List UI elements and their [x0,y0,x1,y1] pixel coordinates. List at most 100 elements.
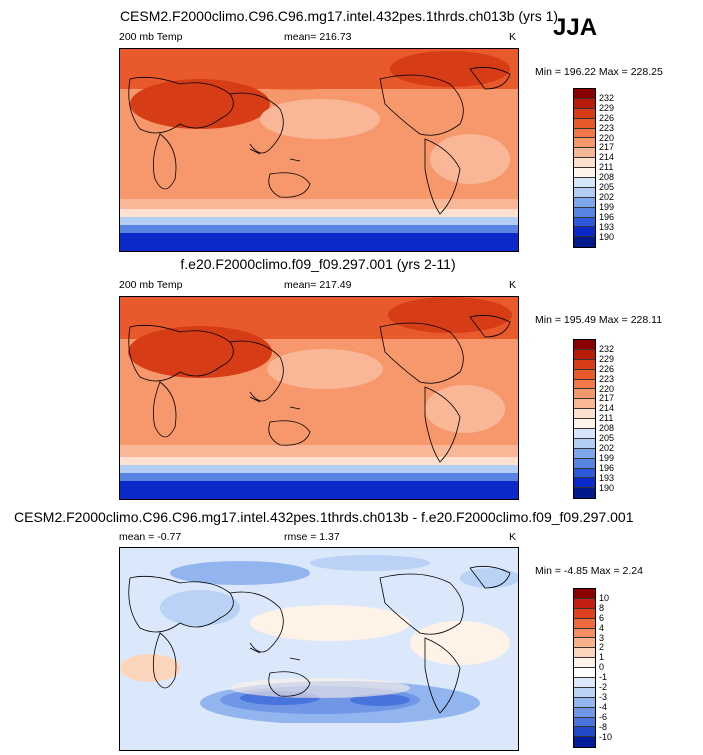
colorbar-tick: 205 [599,182,615,192]
panel3-colorbar-cell [574,717,595,728]
colorbar-tick: 3 [599,632,605,643]
panel3-colorbar-cell [574,668,595,679]
panel1-title: CESM2.F2000climo.C96.C96.mg17.intel.432p… [119,8,559,24]
panel3-left-label: mean = -0.77 [119,531,182,543]
colorbar-tick: 223 [599,122,615,133]
panel1-colorbar-cell [574,128,595,139]
panel2-center-label: mean= 217.49 [284,279,352,291]
colorbar-tick: 229 [599,353,615,364]
panel2-map-plot [120,297,518,499]
panel1-colorbar-cell [574,207,595,218]
panel1-colorbar [573,88,596,248]
season-label: JJA [553,14,598,41]
panel3-colorbar-cell [574,589,595,599]
colorbar-tick: 232 [599,92,615,103]
panel2-colorbar-cell [574,340,595,350]
panel2-colorbar-cell [574,468,595,479]
colorbar-tick: 211 [599,162,614,173]
panel3-colorbar-cell [574,697,595,708]
panel1-colorbar-cell [574,217,595,228]
panel2-map [119,296,519,500]
panel1-left-label: 200 mb Temp [119,31,183,43]
panel3-colorbar-cell [574,598,595,609]
panel3-colorbar-cell [574,628,595,639]
panel2-colorbar [573,339,596,499]
panel1-colorbar-cell [574,108,595,119]
panel2-colorbar-cell [574,419,595,430]
panel2-colorbar-cell [574,478,595,489]
panel1-unit: K [509,31,517,43]
panel3-colorbar-cell [574,737,595,748]
colorbar-tick: 196 [599,462,615,473]
colorbar-tick: 6 [599,612,605,623]
panel2-colorbar-cell [574,448,595,459]
panel3-title: CESM2.F2000climo.C96.C96.mg17.intel.432p… [14,509,634,525]
colorbar-tick: 220 [599,383,615,394]
panel2-left-label: 200 mb Temp [119,279,183,291]
colorbar-tick: 199 [599,201,615,212]
colorbar-tick: 10 [599,592,610,603]
panel1-colorbar-cell [574,138,595,149]
panel1-colorbar-cell [574,168,595,179]
panel3-center-label: rmse = 1.37 [284,531,340,543]
colorbar-tick: -8 [599,721,608,732]
panel2-colorbar-cell [574,349,595,360]
colorbar-tick: 199 [599,452,615,463]
colorbar-tick: 208 [599,172,615,183]
colorbar-tick: 0 [599,662,605,673]
panel1-colorbar-cell [574,118,595,129]
panel2-colorbar-cell [574,429,595,439]
colorbar-tick: 4 [599,622,605,633]
colorbar-tick: 2 [599,642,605,653]
panel2-colorbar-cell [574,399,595,410]
panel3-colorbar-cell [574,608,595,619]
colorbar-tick: 214 [599,152,615,163]
panel2-unit: K [509,279,517,291]
panel2-title: f.e20.F2000climo.f09_f09.297.001 (yrs 2-… [180,256,456,272]
colorbar-tick: -2 [599,682,608,692]
panel3-colorbar-cell [574,658,595,669]
panel3-map-plot [120,548,518,750]
panel3-colorbar-cell [574,638,595,649]
panel2-colorbar-cell [574,359,595,370]
colorbar-tick: 202 [599,191,615,202]
panel1-colorbar-cell [574,237,595,248]
panel1-map [119,48,519,252]
colorbar-tick: 196 [599,211,615,222]
panel2-minmax: Min = 195.49 Max = 228.11 [535,314,663,326]
panel2-colorbar-cell [574,458,595,469]
colorbar-tick: 208 [599,423,615,434]
panel3-minmax: Min = -4.85 Max = 2.24 [535,565,643,577]
panel1-colorbar-cell [574,98,595,109]
colorbar-tick: 214 [599,403,615,414]
panel3-colorbar-cell [574,707,595,718]
panel1-colorbar-cell [574,148,595,159]
colorbar-tick: 217 [599,142,615,153]
colorbar-tick: -1 [599,672,608,683]
colorbar-tick: 205 [599,433,615,443]
colorbar-tick: 190 [599,231,615,242]
panel3-map [119,547,519,751]
colorbar-tick: -10 [599,731,613,742]
colorbar-tick: 190 [599,482,615,493]
panel1-colorbar-cell [574,89,595,99]
colorbar-tick: 223 [599,373,615,384]
colorbar-tick: -3 [599,691,608,702]
panel1-colorbar-cell [574,158,595,169]
panel1-center-label: mean= 216.73 [284,31,352,43]
panel2-colorbar-cell [574,409,595,420]
colorbar-tick: 1 [599,652,605,663]
panel2-colorbar-cell [574,379,595,390]
panel2-colorbar-cell [574,389,595,400]
panel3-colorbar-cell [574,687,595,698]
colorbar-tick: 202 [599,442,615,453]
colorbar-tick: 226 [599,363,615,374]
colorbar-tick: 193 [599,221,615,232]
colorbar-tick: -4 [599,701,608,712]
panel2-colorbar-cell [574,488,595,499]
colorbar-tick: 229 [599,102,615,113]
panel3-colorbar-cell [574,618,595,629]
colorbar-tick: 220 [599,132,615,143]
panel3-colorbar-cell [574,727,595,738]
colorbar-tick: 211 [599,413,614,424]
